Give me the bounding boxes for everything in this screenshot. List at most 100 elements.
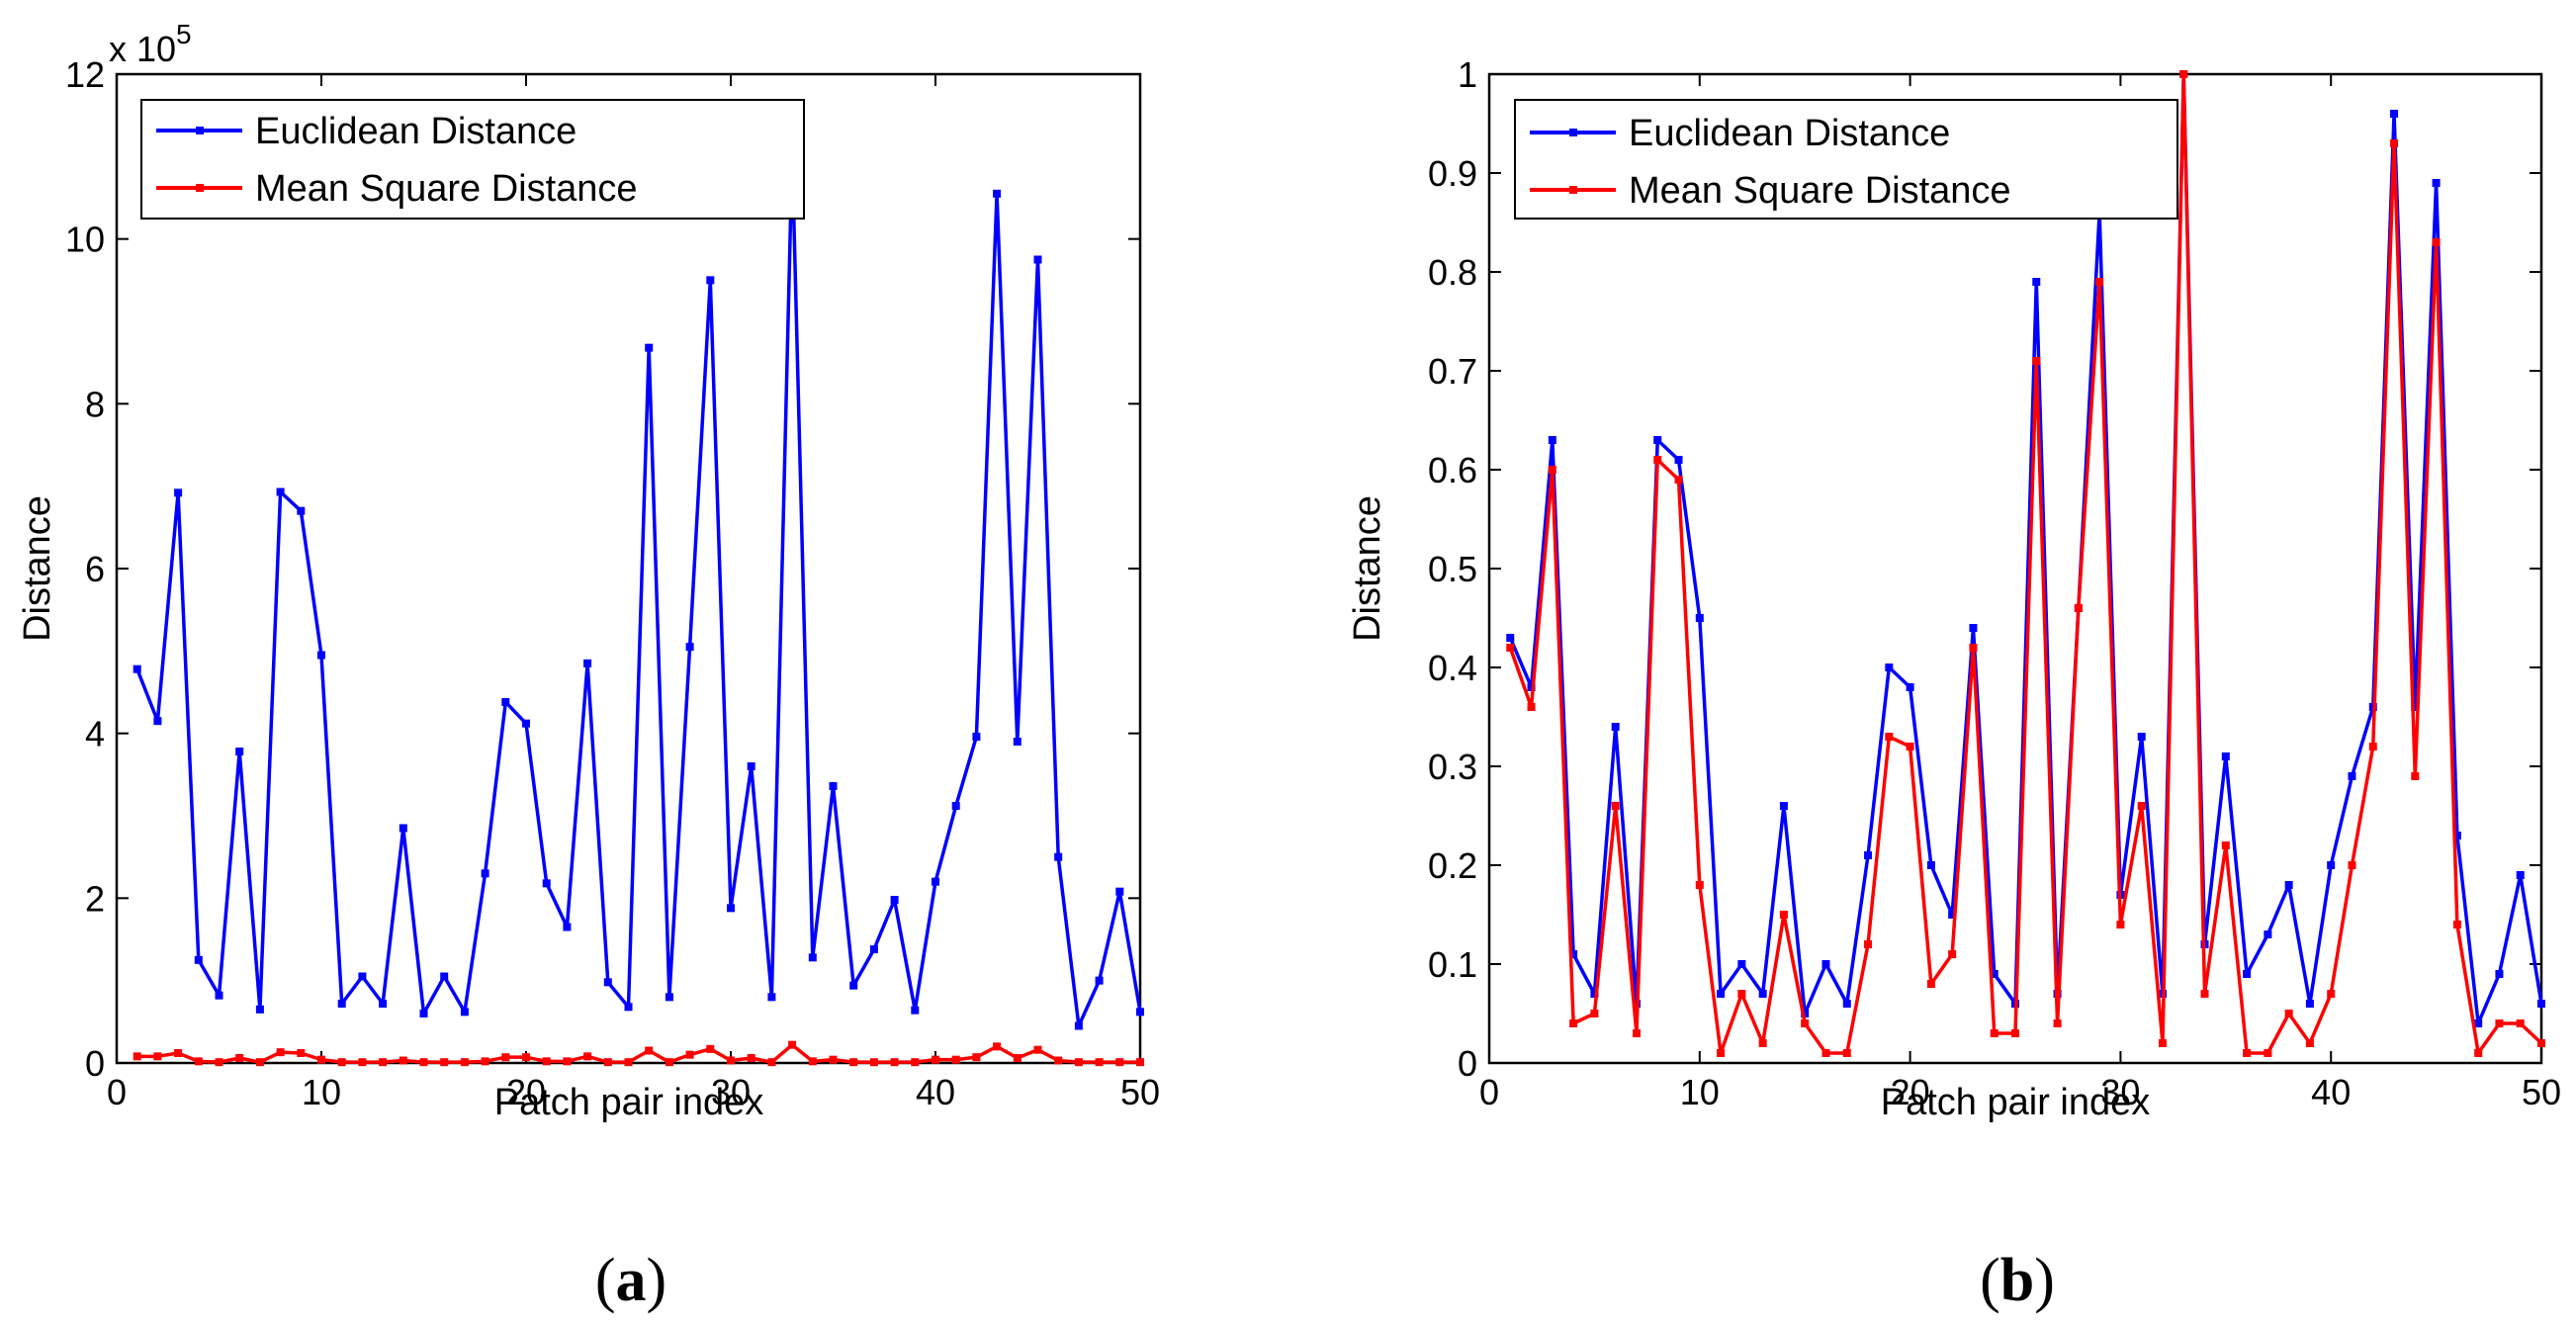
data-point-euclidean (501, 698, 510, 706)
data-point-euclidean (1737, 960, 1746, 968)
data-point-euclidean (481, 869, 489, 878)
data-point-euclidean (1906, 683, 1914, 691)
y-tick-label: 1 (1458, 54, 1477, 95)
panel-label-b: (b) (1980, 1247, 2055, 1314)
data-point-euclidean (1779, 802, 1788, 810)
data-point-mean-square (255, 1058, 264, 1067)
data-point-mean-square (337, 1058, 346, 1067)
y-ticks-a: 0 2 4 6 8 10 12 (65, 54, 1140, 1084)
data-point-mean-square (1548, 466, 1556, 474)
y-tick-label: 0.2 (1428, 845, 1477, 886)
data-point-mean-square (2284, 1010, 2293, 1017)
legend-label-msd-b: Mean Square Distance (1629, 170, 2011, 212)
data-point-mean-square (2432, 238, 2441, 246)
data-point-euclidean (2327, 861, 2336, 869)
data-point-mean-square (522, 1053, 530, 1062)
data-point-euclidean (1569, 950, 1578, 958)
data-point-euclidean (665, 993, 673, 1002)
data-point-mean-square (1737, 990, 1746, 998)
data-point-mean-square (972, 1053, 981, 1062)
data-point-euclidean (337, 1000, 346, 1008)
data-point-mean-square (2095, 278, 2104, 286)
data-point-mean-square (1632, 1029, 1641, 1037)
data-point-mean-square (706, 1044, 715, 1053)
x-tick-label: 50 (2522, 1072, 2561, 1112)
data-point-mean-square (2474, 1049, 2483, 1057)
data-point-mean-square (542, 1057, 551, 1066)
data-point-mean-square (440, 1058, 449, 1067)
data-point-euclidean (1054, 852, 1063, 861)
y-axis-title-b: Distance (1347, 495, 1388, 642)
y-tick-label: 4 (85, 714, 105, 754)
data-point-euclidean (2432, 179, 2441, 187)
data-point-mean-square (2011, 1029, 2019, 1037)
data-point-mean-square (297, 1049, 306, 1057)
data-point-euclidean (1674, 456, 1683, 464)
data-point-euclidean (174, 488, 183, 497)
data-point-mean-square (2243, 1049, 2252, 1057)
data-point-euclidean (972, 733, 981, 741)
data-point-euclidean (1074, 1021, 1083, 1030)
y-tick-label: 0.1 (1428, 944, 1477, 985)
data-point-euclidean (460, 1008, 469, 1017)
y-tick-label: 8 (85, 384, 105, 424)
data-point-mean-square (133, 1052, 141, 1061)
x-tick-label: 50 (1120, 1072, 1160, 1112)
data-point-mean-square (1506, 644, 1515, 652)
data-point-mean-square (645, 1046, 654, 1055)
data-point-euclidean (2243, 970, 2252, 978)
data-point-euclidean (1013, 738, 1022, 746)
data-point-euclidean (297, 506, 306, 515)
y-tick-label: 10 (65, 220, 105, 260)
y-tick-label: 0 (1458, 1043, 1477, 1084)
data-point-euclidean (317, 651, 325, 660)
data-point-euclidean (911, 1006, 920, 1015)
data-point-mean-square (1758, 1039, 1767, 1047)
legend-marker-euclidean-a (196, 127, 204, 134)
data-point-mean-square (1990, 1029, 1999, 1037)
data-point-mean-square (174, 1049, 183, 1057)
data-point-mean-square (2516, 1019, 2525, 1027)
y-axis-title-a: Distance (17, 495, 58, 642)
data-point-euclidean (1969, 624, 1978, 632)
data-point-mean-square (1136, 1058, 1144, 1067)
data-point-mean-square (583, 1052, 592, 1061)
data-point-mean-square (603, 1058, 612, 1067)
data-point-mean-square (2348, 861, 2356, 869)
legend-a: Euclidean Distance Mean Square Distance (140, 99, 805, 220)
data-point-euclidean (276, 487, 285, 496)
data-point-euclidean (440, 972, 449, 981)
data-point-mean-square (1821, 1049, 1830, 1057)
data-point-euclidean (1842, 1000, 1851, 1008)
data-point-mean-square (829, 1055, 838, 1064)
legend-box-a (140, 99, 805, 220)
x-tick-label: 20 (1891, 1072, 1930, 1112)
y-tick-label: 0.5 (1428, 549, 1477, 589)
data-point-euclidean (563, 923, 572, 931)
data-point-euclidean (2284, 881, 2293, 889)
data-point-euclidean (869, 945, 878, 953)
data-point-euclidean (2474, 1019, 2483, 1027)
data-point-mean-square (2179, 70, 2188, 78)
data-point-euclidean (583, 659, 592, 667)
panel-b: 0 0.1 0.2 0.3 0.4 0.5 0.6 0.7 0.8 0.9 1 0 10 20 30 40 5… (1347, 54, 2561, 1314)
data-point-mean-square (1095, 1058, 1104, 1067)
data-point-mean-square (1033, 1045, 1042, 1054)
y-exponent-power-a: 5 (176, 19, 192, 49)
data-point-mean-square (153, 1052, 162, 1061)
data-point-mean-square (2200, 990, 2209, 998)
data-point-euclidean (2537, 1000, 2545, 1008)
data-point-mean-square (1527, 703, 1536, 711)
data-point-mean-square (808, 1057, 817, 1066)
data-point-mean-square (2264, 1049, 2272, 1057)
y-tick-label: 0.6 (1428, 450, 1477, 490)
data-point-mean-square (399, 1056, 407, 1065)
data-point-mean-square (2390, 139, 2399, 147)
y-tick-label: 0.3 (1428, 747, 1477, 787)
data-point-mean-square (869, 1058, 878, 1067)
data-point-mean-square (1864, 940, 1873, 948)
x-tick-label: 20 (506, 1072, 546, 1112)
data-point-euclidean (2516, 871, 2525, 879)
data-point-euclidean (890, 896, 899, 904)
series-group-b (1506, 70, 2545, 1057)
